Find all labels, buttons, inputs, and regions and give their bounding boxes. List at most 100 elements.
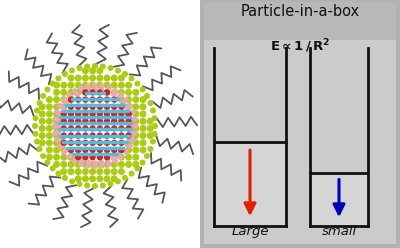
Circle shape [46, 118, 53, 125]
Circle shape [36, 146, 42, 152]
Circle shape [36, 100, 42, 106]
Circle shape [90, 125, 96, 132]
Circle shape [125, 139, 132, 146]
Circle shape [32, 131, 38, 137]
Circle shape [147, 118, 154, 125]
Circle shape [130, 137, 136, 143]
Circle shape [132, 154, 139, 161]
Circle shape [132, 116, 138, 122]
Bar [204, 40, 396, 244]
Circle shape [78, 161, 84, 167]
Circle shape [53, 111, 60, 118]
Circle shape [118, 111, 125, 117]
Circle shape [75, 74, 82, 82]
Circle shape [53, 132, 60, 139]
Circle shape [129, 123, 135, 129]
Circle shape [132, 139, 139, 146]
Circle shape [89, 161, 96, 168]
Circle shape [46, 103, 53, 110]
Circle shape [75, 154, 82, 160]
Circle shape [148, 100, 154, 106]
Circle shape [53, 82, 60, 89]
Circle shape [56, 171, 62, 177]
Circle shape [130, 109, 136, 115]
Circle shape [68, 104, 74, 110]
Circle shape [68, 154, 74, 161]
Circle shape [68, 95, 74, 100]
Circle shape [134, 81, 140, 87]
Circle shape [32, 115, 38, 121]
Circle shape [75, 89, 82, 96]
Circle shape [53, 103, 60, 110]
Circle shape [132, 103, 139, 110]
Circle shape [46, 111, 53, 118]
Circle shape [132, 118, 139, 125]
Circle shape [82, 125, 89, 132]
Circle shape [97, 147, 103, 153]
Circle shape [90, 118, 96, 124]
Circle shape [129, 117, 134, 122]
Circle shape [123, 97, 129, 103]
Circle shape [97, 132, 103, 139]
Circle shape [53, 147, 60, 154]
Circle shape [125, 96, 132, 103]
Circle shape [75, 175, 82, 182]
Circle shape [118, 140, 125, 146]
Circle shape [60, 82, 67, 89]
Circle shape [82, 96, 89, 103]
Circle shape [115, 67, 121, 74]
Circle shape [111, 154, 118, 161]
Circle shape [128, 171, 134, 177]
Circle shape [44, 159, 50, 165]
Circle shape [127, 136, 132, 141]
Circle shape [56, 75, 62, 81]
Circle shape [61, 149, 67, 155]
Circle shape [89, 82, 96, 89]
Circle shape [118, 82, 125, 89]
Circle shape [118, 147, 125, 154]
Circle shape [82, 104, 89, 110]
Circle shape [132, 161, 139, 168]
Circle shape [147, 132, 154, 139]
Circle shape [111, 147, 118, 153]
Circle shape [84, 183, 90, 188]
Circle shape [75, 161, 82, 168]
Circle shape [104, 168, 110, 175]
Circle shape [82, 118, 89, 124]
Circle shape [124, 105, 130, 110]
Circle shape [122, 175, 128, 181]
Circle shape [118, 132, 125, 139]
Circle shape [99, 160, 104, 165]
Circle shape [82, 154, 89, 160]
Circle shape [60, 103, 67, 110]
Circle shape [140, 139, 146, 146]
Circle shape [96, 67, 103, 74]
Circle shape [134, 165, 140, 171]
Circle shape [80, 89, 85, 94]
Bar [200, 0, 400, 248]
Circle shape [118, 96, 125, 103]
Circle shape [60, 89, 67, 96]
Circle shape [106, 85, 112, 91]
Circle shape [75, 118, 82, 124]
Circle shape [46, 147, 53, 154]
Circle shape [111, 161, 118, 168]
Circle shape [54, 109, 60, 115]
Circle shape [118, 118, 125, 124]
Circle shape [118, 89, 125, 96]
Circle shape [82, 140, 89, 146]
Circle shape [69, 67, 75, 74]
Circle shape [97, 96, 103, 103]
Circle shape [89, 67, 96, 74]
Circle shape [68, 125, 74, 132]
Circle shape [62, 175, 68, 181]
Circle shape [92, 83, 98, 88]
Circle shape [76, 181, 82, 187]
Circle shape [66, 154, 72, 160]
Circle shape [46, 125, 53, 132]
Circle shape [132, 130, 138, 136]
Circle shape [120, 99, 126, 105]
Circle shape [100, 63, 106, 69]
Circle shape [54, 137, 60, 143]
Circle shape [111, 155, 116, 161]
